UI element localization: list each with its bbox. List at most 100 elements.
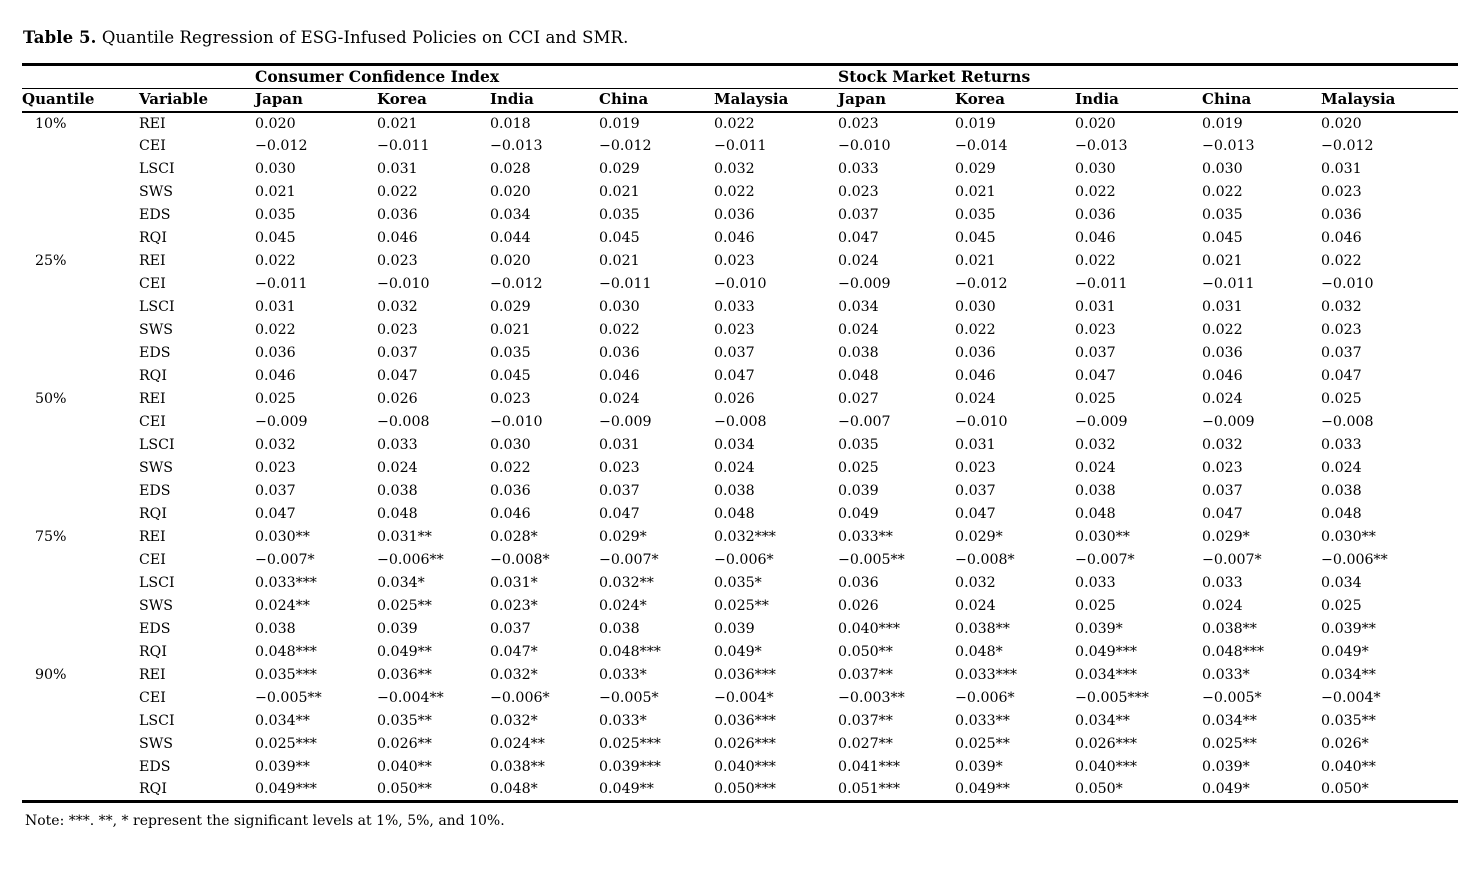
cell-value: 0.048*: [955, 644, 1003, 660]
cell-variable: RQI: [139, 368, 167, 384]
cell-value: 0.027**: [838, 736, 893, 752]
table-row: EDS 0.037 0.038 0.036 0.037 0.038 0.039 0.037 0.…: [22, 480, 1458, 503]
cell-value: 0.021: [955, 253, 996, 269]
cell-value: 0.022: [377, 184, 418, 200]
cell-value: −0.011: [255, 276, 308, 292]
cell-variable: RQI: [139, 506, 167, 522]
significance-note: Note: ***. **, * represent the significa…: [25, 813, 505, 829]
cell-value: 0.035**: [377, 713, 432, 729]
cell-variable: LSCI: [139, 299, 175, 315]
cell-value: −0.012: [490, 276, 543, 292]
cell-value: 0.029*: [955, 529, 1003, 545]
cell-value: 0.036: [377, 207, 418, 223]
cell-value: 0.030**: [1321, 529, 1376, 545]
cell-value: −0.010: [838, 138, 891, 154]
cell-value: 0.024: [955, 598, 996, 614]
cell-value: 0.037: [377, 345, 418, 361]
table-row: 75% REI 0.030** 0.031** 0.028* 0.029* 0.032***…: [22, 526, 1458, 549]
cell-value: 0.049**: [377, 644, 432, 660]
table-row: RQI 0.048*** 0.049** 0.047* 0.048*** 0.049* 0.…: [22, 641, 1458, 664]
cell-value: 0.027: [838, 391, 879, 407]
cell-variable: LSCI: [139, 161, 175, 177]
cell-value: 0.031: [955, 437, 996, 453]
table-row: SWS 0.022 0.023 0.021 0.022 0.023 0.024 0.022 0.…: [22, 319, 1458, 342]
cell-quantile: [22, 411, 139, 434]
cell-value: 0.049**: [955, 781, 1010, 798]
cell-value: 0.032: [955, 575, 996, 591]
cell-value: −0.008*: [490, 552, 550, 568]
cell-value: 0.036: [255, 345, 296, 361]
cell-value: 0.019: [955, 115, 996, 132]
cell-value: −0.013: [1075, 138, 1128, 154]
cell-value: 0.029: [599, 161, 640, 177]
cell-quantile: [22, 503, 139, 526]
cell-value: 0.023: [714, 253, 755, 269]
cell-value: 0.038: [1321, 483, 1362, 499]
cell-variable: SWS: [139, 322, 174, 338]
cell-value: 0.024: [955, 391, 996, 407]
column-header-cci-japan: Japan: [255, 88, 377, 113]
cell-value: 0.047: [377, 368, 418, 384]
cell-value: 0.025: [1321, 391, 1362, 407]
cell-value: 0.040***: [838, 621, 900, 637]
cell-value: 0.049**: [599, 781, 654, 798]
cell-value: 0.039**: [255, 759, 310, 775]
table-row: LSCI 0.034** 0.035** 0.032* 0.033* 0.036*** 0.…: [22, 710, 1458, 733]
cell-value: 0.033: [714, 299, 755, 315]
cell-value: 0.046: [490, 506, 531, 522]
cell-value: 0.028*: [490, 529, 538, 545]
cell-value: 0.038**: [1202, 621, 1257, 637]
cell-value: 0.023: [255, 460, 296, 476]
cell-value: 0.036: [838, 575, 879, 591]
cell-value: 0.032: [377, 299, 418, 315]
cell-value: 0.022: [1321, 253, 1362, 269]
cell-value: 0.048: [1075, 506, 1116, 522]
cell-value: 0.047: [1202, 506, 1243, 522]
cell-variable: REI: [139, 667, 166, 683]
cell-value: 0.021: [377, 115, 418, 132]
cell-quantile: [22, 296, 139, 319]
cell-value: 0.048: [838, 368, 879, 384]
cell-value: 0.028: [490, 161, 531, 177]
cell-value: 0.031*: [490, 575, 538, 591]
cell-value: 0.037**: [838, 667, 893, 683]
cell-value: −0.006**: [377, 552, 444, 568]
cell-value: 0.038: [714, 483, 755, 499]
cell-value: 0.023: [1321, 322, 1362, 338]
cell-value: 0.033***: [955, 667, 1017, 683]
cell-value: 0.020: [1321, 115, 1362, 132]
table-row: RQI 0.047 0.048 0.046 0.047 0.048 0.049 0.047 0.…: [22, 503, 1458, 526]
cell-value: 0.032: [255, 437, 296, 453]
cell-value: 0.046: [955, 368, 996, 384]
cell-value: 0.047: [255, 506, 296, 522]
cell-value: 0.035: [599, 207, 640, 223]
table-row: CEI −0.012 −0.011 −0.013 −0.012 −0.011 −0.010 −…: [22, 135, 1458, 158]
cell-value: 0.023: [838, 115, 879, 132]
cell-value: 0.033*: [599, 667, 647, 683]
cell-value: −0.005*: [599, 690, 659, 706]
cell-value: 0.036: [955, 345, 996, 361]
cell-variable: REI: [139, 529, 166, 545]
column-header-smr-japan: Japan: [838, 88, 956, 113]
cell-value: 0.031: [1075, 299, 1116, 315]
cell-quantile: [22, 135, 139, 158]
cell-value: −0.006**: [1321, 552, 1388, 568]
cell-value: 0.046: [599, 368, 640, 384]
cell-value: 0.035: [955, 207, 996, 223]
cell-value: 0.040**: [377, 759, 432, 775]
cell-value: 0.037: [955, 483, 996, 499]
cell-value: 0.024: [838, 322, 879, 338]
cell-value: 0.030: [490, 437, 531, 453]
cell-value: 0.022: [599, 322, 640, 338]
cell-value: −0.005***: [1075, 690, 1149, 706]
cell-value: 0.037**: [838, 713, 893, 729]
cell-value: 0.039**: [1321, 621, 1376, 637]
cell-value: −0.009: [838, 276, 891, 292]
column-header-variable: Variable: [139, 88, 255, 113]
cell-value: 0.046: [255, 368, 296, 384]
cell-value: −0.009: [1075, 414, 1128, 430]
cell-value: 0.036**: [377, 667, 432, 683]
cell-value: 0.046: [1321, 230, 1362, 246]
cell-value: −0.011: [377, 138, 430, 154]
cell-value: 0.023: [377, 253, 418, 269]
